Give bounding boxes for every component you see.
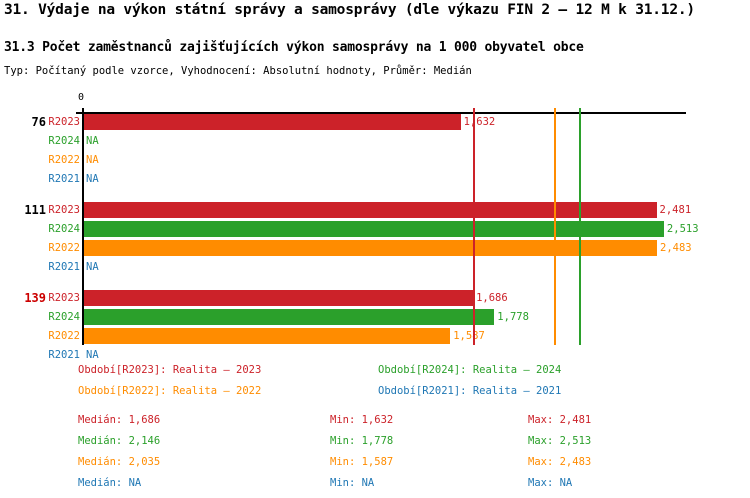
bar-series-label: R2021	[48, 349, 80, 361]
stat-median: Medián: NA	[78, 477, 142, 489]
bar-series-label: R2021	[48, 173, 80, 185]
bar-value-label: 1,686	[476, 292, 508, 304]
bar-series-label: R2023	[48, 116, 80, 128]
reference-line-r2022	[553, 108, 556, 345]
bar-value-na: NA	[86, 154, 99, 166]
bar-series-label: R2023	[48, 204, 80, 216]
reference-line-r2024	[579, 108, 582, 345]
bar-series-label: R2024	[48, 311, 80, 323]
bar-value-na: NA	[86, 135, 99, 147]
stat-median: Medián: 2,146	[78, 435, 161, 447]
bar[interactable]	[84, 309, 495, 325]
stat-min: Min: 1,587	[330, 456, 394, 468]
group-label: 139	[24, 291, 46, 305]
bar-series-label: R2024	[48, 223, 80, 235]
bar-value-na: NA	[86, 349, 99, 361]
page-title: 31. Výdaje na výkon státní správy a samo…	[4, 2, 695, 18]
bar-series-label: R2023	[48, 292, 80, 304]
legend-item[interactable]: Období[R2023]: Realita – 2023	[78, 364, 262, 376]
bar[interactable]	[84, 202, 657, 218]
stat-max: Max: NA	[528, 477, 573, 489]
x-axis-tick-mark	[76, 112, 84, 114]
x-axis-tick-0: 0	[78, 92, 85, 103]
bar-series-label: R2022	[48, 242, 80, 254]
reference-line-r2023	[473, 108, 476, 345]
bar[interactable]	[84, 290, 474, 306]
bar-series-label: R2021	[48, 261, 80, 273]
x-axis-line	[82, 112, 686, 114]
bar[interactable]	[84, 240, 657, 256]
group-label: 76	[31, 115, 46, 129]
bar-value-na: NA	[86, 173, 99, 185]
y-axis-line	[82, 108, 84, 345]
legend-item[interactable]: Období[R2021]: Realita – 2021	[378, 385, 562, 397]
bar-series-label: R2024	[48, 135, 80, 147]
stat-min: Min: NA	[330, 477, 375, 489]
legend-item[interactable]: Období[R2022]: Realita – 2022	[78, 385, 262, 397]
bar-value-label: 1,778	[497, 311, 529, 323]
bar-value-label: 1,632	[463, 116, 496, 128]
stat-median: Medián: 1,686	[78, 414, 161, 426]
group-label: 111	[24, 203, 46, 217]
bar[interactable]	[84, 328, 451, 344]
legend-item[interactable]: Období[R2024]: Realita – 2024	[378, 364, 562, 376]
bar[interactable]	[84, 114, 461, 130]
stat-min: Min: 1,778	[330, 435, 394, 447]
page-meta-info: Typ: Počítaný podle vzorce, Vyhodnocení:…	[4, 65, 472, 77]
stat-median: Medián: 2,035	[78, 456, 161, 468]
page-subtitle: 31.3 Počet zaměstnanců zajišťujících výk…	[4, 40, 584, 55]
bar-value-label: 2,513	[666, 223, 699, 235]
stat-max: Max: 2,483	[528, 456, 592, 468]
stat-min: Min: 1,632	[330, 414, 394, 426]
bar-value-label: 2,481	[659, 204, 692, 216]
bar-series-label: R2022	[48, 154, 80, 166]
bar-value-na: NA	[86, 261, 99, 273]
bar-value-label: 1,587	[453, 330, 485, 342]
bar[interactable]	[84, 221, 664, 237]
bar-series-label: R2022	[48, 330, 80, 342]
stat-max: Max: 2,513	[528, 435, 592, 447]
bar-value-label: 2,483	[660, 242, 692, 254]
stat-max: Max: 2,481	[528, 414, 592, 426]
